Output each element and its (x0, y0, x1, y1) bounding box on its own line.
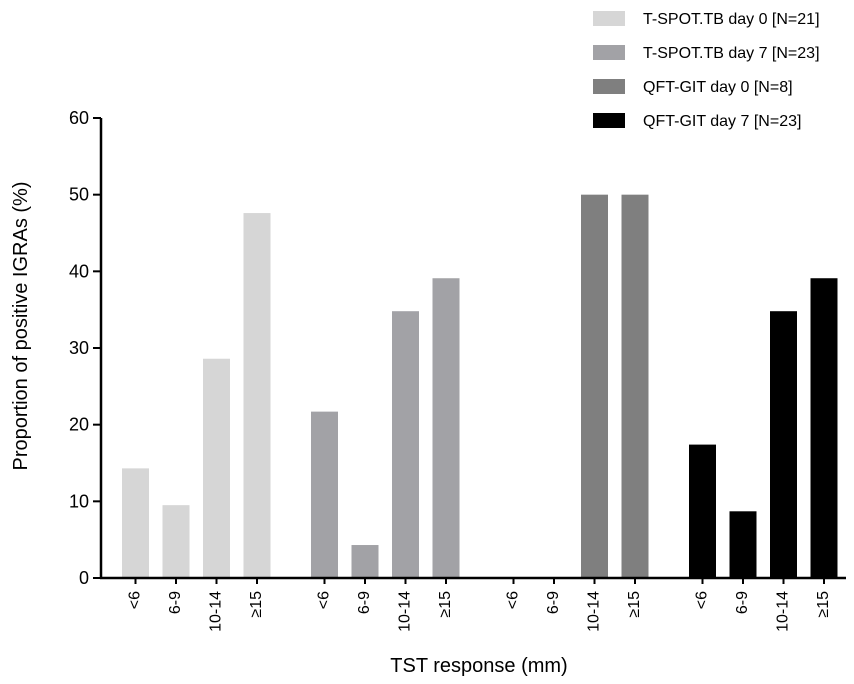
x-tick-label: 6-9 (167, 591, 184, 614)
y-tick-label: 40 (69, 261, 89, 281)
bar-1-4 (243, 213, 271, 579)
y-axis-label: Proportion of positive IGRAs (%) (10, 182, 32, 471)
y-tick-label: 30 (69, 338, 89, 358)
x-tick-label: 10-14 (586, 591, 603, 632)
x-tick-label: 10-14 (208, 591, 225, 632)
bar-4-2 (729, 511, 757, 578)
x-axis: <6 6-9 10-14 ≥15 <6 6-9 10-14 ≥15 <6 6-9 10-14 ≥15 <… (100, 576, 846, 632)
bar-2-3 (392, 311, 419, 578)
legend-label-4: QFT-GIT day 7 [N=23] (643, 113, 801, 130)
x-tick-label: 6-9 (545, 591, 562, 614)
x-axis-label: TST response (mm) (390, 655, 567, 677)
x-tick-label: ≥15 (626, 591, 643, 618)
bar-3-3 (581, 194, 608, 578)
legend-swatch-1 (593, 11, 625, 26)
legend-swatch-2 (593, 45, 625, 60)
y-tick-label: 20 (69, 415, 89, 435)
x-tick-label: ≥15 (248, 591, 265, 618)
x-tick-label: ≥15 (815, 591, 832, 618)
bar-2-1 (311, 411, 338, 578)
bar-1-3 (203, 358, 230, 578)
y-axis: 0 10 20 30 40 50 60 (69, 108, 103, 588)
y-tick-label: 10 (69, 491, 89, 511)
bars (122, 194, 838, 579)
bar-4-4 (810, 278, 838, 578)
bar-4-3 (770, 311, 797, 578)
bar-4-1 (689, 444, 716, 578)
x-tick-label: 10-14 (397, 591, 414, 632)
x-tick-label: ≥15 (437, 591, 454, 618)
x-tick-label: <6 (316, 591, 333, 609)
bar-2-4 (432, 278, 460, 578)
x-tick-label: <6 (505, 591, 522, 609)
x-tick-label: 6-9 (356, 591, 373, 614)
legend-label-1: T-SPOT.TB day 0 [N=21] (643, 11, 820, 28)
x-tick-label: <6 (694, 591, 711, 609)
x-tick-label: 10-14 (775, 591, 792, 632)
y-tick-label: 60 (69, 108, 89, 128)
legend: T-SPOT.TB day 0 [N=21] T-SPOT.TB day 7 [N… (593, 11, 820, 130)
legend-swatch-3 (593, 79, 625, 94)
legend-swatch-4 (593, 113, 625, 128)
bar-2-2 (351, 545, 379, 578)
bar-1-1 (122, 468, 149, 578)
bar-3-4 (621, 194, 649, 578)
bar-1-2 (162, 505, 190, 578)
legend-label-3: QFT-GIT day 0 [N=8] (643, 79, 793, 96)
y-tick-label: 50 (69, 185, 89, 205)
legend-label-2: T-SPOT.TB day 7 [N=23] (643, 45, 820, 62)
y-tick-label: 0 (79, 568, 89, 588)
x-tick-label: 6-9 (734, 591, 751, 614)
x-tick-label: <6 (127, 591, 144, 609)
